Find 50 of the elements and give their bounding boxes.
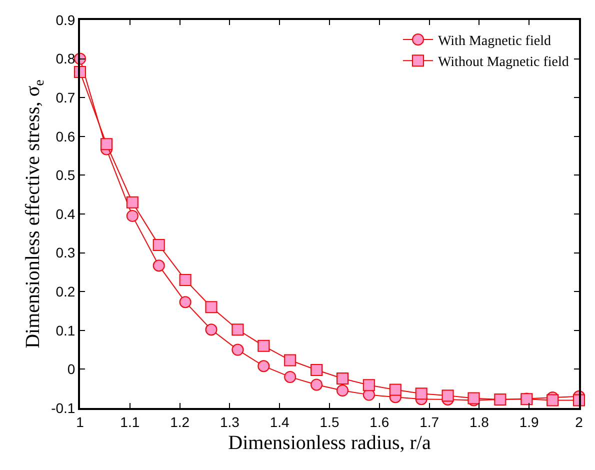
x-tick-label: 1.1 (120, 414, 140, 430)
x-tick-label: 1.5 (320, 414, 340, 430)
point (232, 344, 244, 356)
x-tick-label: 1.3 (220, 414, 240, 430)
x-tick-label: 1.7 (420, 414, 440, 430)
x-tick-label: 1.6 (370, 414, 390, 430)
y-tick-label: 0 (67, 361, 76, 378)
x-tick-label: 1 (76, 414, 84, 430)
point (152, 239, 165, 252)
point (389, 384, 402, 396)
x-tick-label: 2 (575, 414, 584, 430)
x-tick-label: 1.9 (519, 414, 540, 430)
x-axis-title: Dimensionless radius, r/a (228, 432, 431, 454)
point (362, 379, 375, 392)
point (100, 138, 112, 150)
y-tick-label: 0.5 (56, 167, 76, 184)
point (546, 394, 559, 406)
point (152, 260, 165, 272)
point (179, 274, 192, 286)
point (310, 378, 323, 391)
point (442, 390, 454, 402)
point (205, 301, 218, 314)
point (126, 196, 138, 208)
point (284, 354, 296, 366)
y-tick-label: 0.7 (56, 90, 76, 106)
y-tick-label: -0.1 (51, 400, 76, 416)
point (205, 324, 218, 336)
legend-label: With Magnetic field (438, 34, 551, 49)
y-tick-label: 0.6 (56, 128, 76, 144)
y-tick-label: 0.1 (56, 322, 76, 338)
point (284, 370, 296, 383)
legend-label: Without Magnetic field (438, 55, 569, 70)
y-tick-label: 0.9 (56, 12, 76, 28)
x-tick-label: 1.2 (170, 414, 190, 430)
point (310, 364, 323, 376)
x-tick-label: 1.8 (469, 414, 490, 430)
point (258, 340, 270, 352)
point (336, 372, 348, 385)
point (415, 388, 428, 400)
point (232, 324, 244, 336)
y-tick-label: 0.2 (56, 284, 76, 300)
point (336, 384, 348, 397)
point (179, 296, 192, 308)
y-tick-label: 0.4 (56, 206, 76, 222)
x-tick-label: 1.4 (270, 414, 290, 430)
point (494, 393, 506, 406)
y-tick-label: 0.8 (56, 50, 76, 67)
point (126, 210, 138, 222)
point (258, 360, 270, 372)
y-tick-label: 0.3 (56, 244, 76, 261)
